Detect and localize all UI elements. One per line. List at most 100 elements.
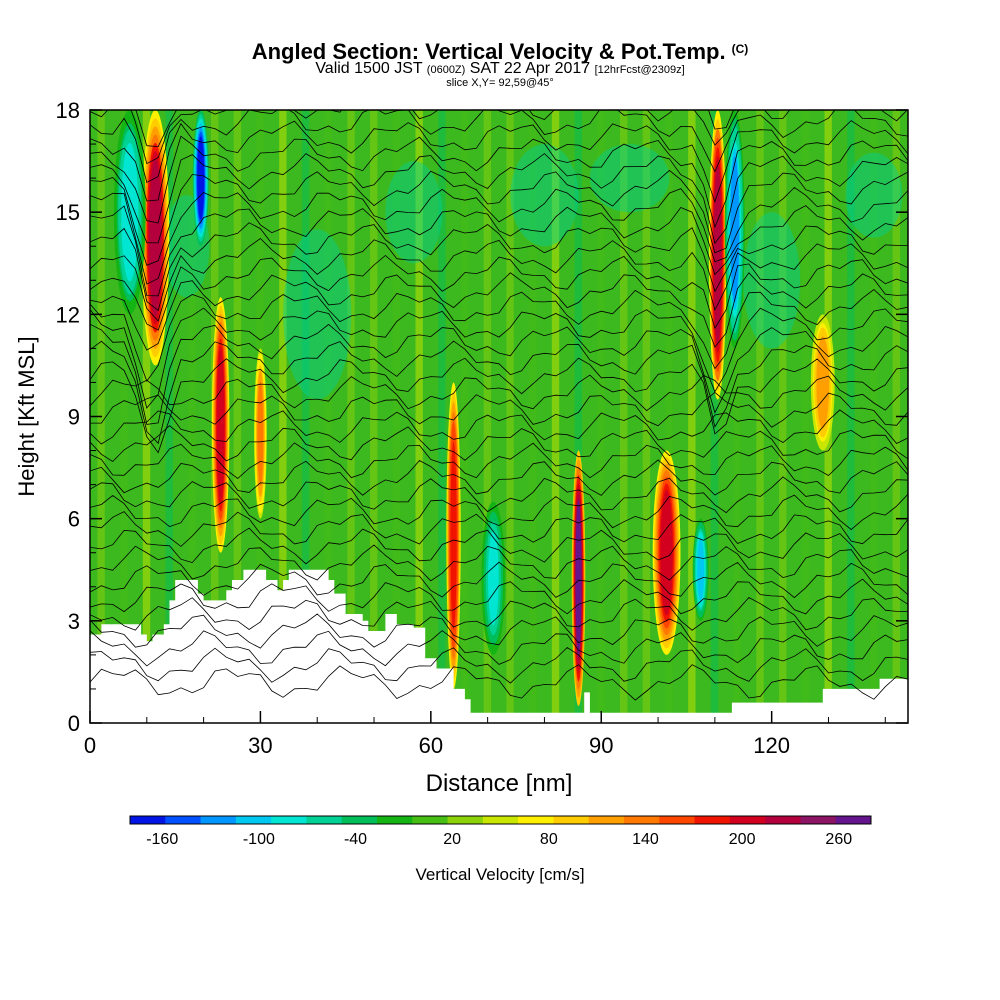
colorbar-swatch xyxy=(377,816,413,824)
theta-contour xyxy=(90,442,908,480)
updraft-column xyxy=(450,441,457,630)
field-band xyxy=(483,110,492,723)
theta-contour xyxy=(90,120,908,203)
y-tick-label: 6 xyxy=(68,507,80,532)
theta-contour xyxy=(90,493,908,531)
field-band xyxy=(642,110,651,723)
colorbar-tick-label: 200 xyxy=(729,831,756,848)
field-band xyxy=(801,110,810,723)
theta-contour xyxy=(90,186,908,285)
theta-contour xyxy=(90,374,908,412)
field-band xyxy=(597,110,605,723)
colorbar-tick-label: -40 xyxy=(344,831,367,848)
field-teal-area xyxy=(510,144,579,247)
x-tick-label: 30 xyxy=(248,733,272,758)
field-band xyxy=(847,110,855,723)
colorbar-frame xyxy=(129,815,872,825)
theta-contour xyxy=(90,561,908,599)
theta-contour xyxy=(90,544,908,582)
theta-contour xyxy=(90,596,908,631)
colorbar-swatch xyxy=(624,816,660,824)
colorbar-tick-label: -160 xyxy=(146,831,178,848)
chart-subtitle-valid: Valid 1500 JST (0600Z) SAT 22 Apr 2017 [… xyxy=(0,60,1000,79)
theta-contour xyxy=(90,511,908,547)
theta-contours xyxy=(90,110,908,701)
field-band xyxy=(438,110,446,723)
field-band xyxy=(460,110,469,723)
x-tick-label: 60 xyxy=(419,733,443,758)
theta-contour xyxy=(90,425,908,463)
field-band xyxy=(574,110,582,723)
field-band xyxy=(665,110,673,723)
theta-contour xyxy=(90,237,908,322)
x-tick-label: 120 xyxy=(753,733,790,758)
colorbar-swatch xyxy=(835,816,872,824)
colorbar-swatch xyxy=(130,816,166,824)
field-teal-area xyxy=(283,229,352,400)
theta-contour xyxy=(90,613,908,649)
colorbar-label: Vertical Velocity [cm/s] xyxy=(415,865,584,884)
theta-contour xyxy=(90,169,908,266)
theta-contour xyxy=(90,646,908,684)
field-band xyxy=(710,110,719,723)
colorbar-tick-label: 260 xyxy=(825,831,852,848)
chart-title: Angled Section: Vertical Velocity & Pot.… xyxy=(0,36,1000,65)
colorbar-swatch xyxy=(729,816,766,824)
slice-info: slice X,Y= 92,59@45° xyxy=(446,77,554,89)
colorbar-swatch xyxy=(518,816,554,824)
field-band xyxy=(756,110,764,723)
y-tick-label: 12 xyxy=(56,302,80,327)
theta-contour xyxy=(90,476,908,514)
colorbar-swatch xyxy=(200,816,237,824)
theta-contour xyxy=(90,527,908,565)
colorbar-swatch xyxy=(412,816,449,824)
colorbar-swatch xyxy=(482,816,519,824)
colorbar-swatch xyxy=(235,816,272,824)
y-tick-label: 9 xyxy=(68,405,80,430)
y-axis-label: Height [Kft MSL] xyxy=(14,336,39,496)
downdraft-column xyxy=(697,538,705,602)
downdraft-column xyxy=(197,136,205,220)
updraft-column xyxy=(713,165,722,344)
downdraft-column xyxy=(488,531,499,626)
theta-contour xyxy=(90,409,908,445)
theta-contour xyxy=(90,391,908,428)
chart-title-text: Angled Section: Vertical Velocity & Pot.… xyxy=(251,39,726,64)
updraft-column xyxy=(660,489,673,616)
theta-contour xyxy=(90,357,908,454)
colorbar-swatch xyxy=(271,816,307,824)
theta-contour xyxy=(90,340,908,445)
forecast-info: [12hrFcst@2309z] xyxy=(594,64,685,76)
updraft-column xyxy=(216,346,225,504)
field-band xyxy=(551,110,560,723)
theta-contour xyxy=(90,135,908,229)
theta-contour xyxy=(90,222,908,312)
field-band xyxy=(347,110,355,723)
chart-title-units: (C) xyxy=(731,42,749,56)
theta-contour xyxy=(90,288,908,382)
colorbar-swatch xyxy=(306,816,343,824)
field-band xyxy=(415,110,423,723)
field-band xyxy=(370,110,378,723)
colorbar-tick-label: 80 xyxy=(540,831,558,848)
field-band xyxy=(188,110,196,723)
field-band xyxy=(120,110,128,723)
field-teal-area xyxy=(743,212,801,349)
colorbar-swatch xyxy=(659,816,696,824)
theta-contour xyxy=(90,459,908,496)
field-band xyxy=(301,110,310,723)
colorbar-swatch xyxy=(694,816,731,824)
field-teal-area xyxy=(385,161,443,264)
updraft-column xyxy=(575,499,582,657)
theta-contour xyxy=(90,205,908,297)
theta-contour xyxy=(90,153,908,245)
colorbar-swatch xyxy=(553,816,590,824)
field-band xyxy=(142,110,151,723)
x-tick-label: 0 xyxy=(84,733,96,758)
field-band xyxy=(869,110,878,723)
theta-contour xyxy=(90,254,908,331)
theta-contour xyxy=(90,630,908,667)
field-band xyxy=(279,110,287,723)
field-band xyxy=(779,110,787,723)
